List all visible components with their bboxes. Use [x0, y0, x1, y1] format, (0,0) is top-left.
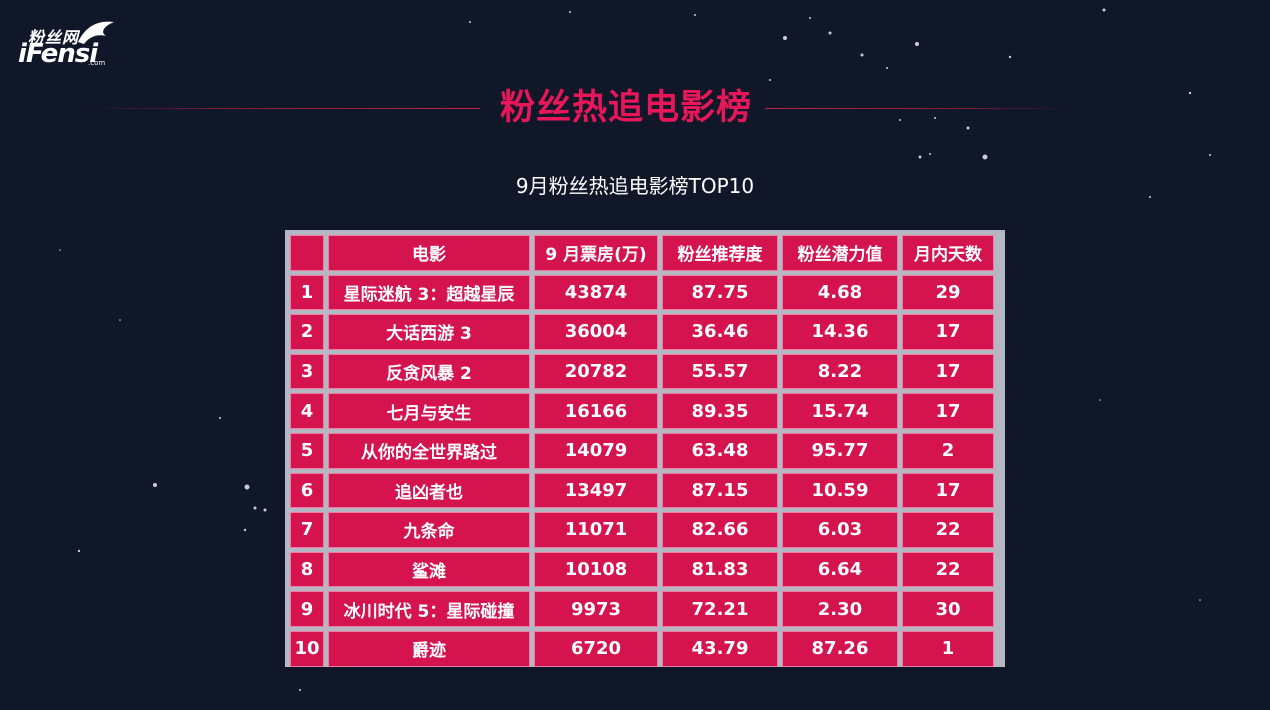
- page-title: 粉丝热追电影榜: [499, 88, 752, 128]
- potential-cell: 6.03: [782, 512, 898, 548]
- table-row: 9 冰川时代 5：星际碰撞 9973 72.21 2.30 30: [288, 589, 1002, 629]
- box-office-cell: 11071: [534, 512, 658, 548]
- rank-cell: 1: [290, 274, 324, 311]
- ifensi-logo[interactable]: 粉丝网 iFensi .com: [16, 14, 114, 70]
- table-header-row: 电影 9 月票房(万) 粉丝推荐度 粉丝潜力值 月内天数: [288, 233, 1002, 273]
- movie-cell: 大话西游 3: [328, 314, 530, 350]
- table-row: 8 鲨滩 10108 81.83 6.64 22: [288, 550, 1002, 590]
- recommendation-cell: 87.75: [662, 274, 778, 311]
- movie-cell: 追凶者也: [328, 472, 530, 509]
- days-cell: 17: [902, 472, 994, 509]
- potential-cell: 2.30: [782, 591, 898, 627]
- rank-cell: 5: [290, 432, 324, 469]
- movie-cell: 反贪风暴 2: [328, 353, 530, 390]
- potential-cell: 15.74: [782, 393, 898, 429]
- recommendation-cell: 82.66: [662, 512, 778, 548]
- header-fan-recommendation: 粉丝推荐度: [662, 235, 778, 271]
- header-movie: 电影: [328, 235, 530, 271]
- rank-cell: 9: [290, 591, 324, 627]
- movie-cell: 七月与安生: [328, 393, 530, 429]
- logo-chinese-text: 粉丝网: [28, 28, 80, 47]
- potential-cell: 4.68: [782, 274, 898, 311]
- recommendation-cell: 43.79: [662, 630, 778, 667]
- page-subtitle: 9月粉丝热追电影榜TOP10: [515, 174, 755, 198]
- headline-divider-right: [765, 108, 1070, 109]
- potential-cell: 6.64: [782, 551, 898, 588]
- logo-domain-suffix: .com: [88, 59, 106, 67]
- rank-cell: 3: [290, 353, 324, 390]
- header-fan-potential: 粉丝潜力值: [782, 235, 898, 271]
- recommendation-cell: 63.48: [662, 432, 778, 469]
- table-row: 5 从你的全世界路过 14079 63.48 95.77 2: [288, 431, 1002, 471]
- days-cell: 1: [902, 630, 994, 667]
- headline-divider-left: [80, 108, 480, 109]
- potential-cell: 95.77: [782, 432, 898, 469]
- movie-cell: 冰川时代 5：星际碰撞: [328, 591, 530, 627]
- movie-cell: 星际迷航 3：超越星辰: [328, 274, 530, 311]
- potential-cell: 87.26: [782, 630, 898, 667]
- days-cell: 29: [902, 274, 994, 311]
- box-office-cell: 36004: [534, 314, 658, 350]
- recommendation-cell: 36.46: [662, 314, 778, 350]
- rank-cell: 4: [290, 393, 324, 429]
- recommendation-cell: 89.35: [662, 393, 778, 429]
- table-row: 2 大话西游 3 36004 36.46 14.36 17: [288, 312, 1002, 352]
- flame-swoosh-icon: [78, 21, 114, 44]
- box-office-cell: 6720: [534, 630, 658, 667]
- potential-cell: 14.36: [782, 314, 898, 350]
- days-cell: 17: [902, 393, 994, 429]
- table-row: 4 七月与安生 16166 89.35 15.74 17: [288, 391, 1002, 431]
- ranking-table: 电影 9 月票房(万) 粉丝推荐度 粉丝潜力值 月内天数 1 星际迷航 3：超越…: [285, 230, 1005, 667]
- rank-cell: 10: [290, 630, 324, 667]
- movie-cell: 九条命: [328, 512, 530, 548]
- potential-cell: 10.59: [782, 472, 898, 509]
- table-row: 1 星际迷航 3：超越星辰 43874 87.75 4.68 29: [288, 273, 1002, 313]
- movie-cell: 从你的全世界路过: [328, 432, 530, 469]
- headline-row: 粉丝热追电影榜: [80, 86, 1070, 130]
- table-row: 10 爵迹 6720 43.79 87.26 1: [288, 629, 1002, 669]
- box-office-cell: 16166: [534, 393, 658, 429]
- recommendation-cell: 72.21: [662, 591, 778, 627]
- box-office-cell: 10108: [534, 551, 658, 588]
- potential-cell: 8.22: [782, 353, 898, 390]
- logo-english-text: iFensi: [18, 39, 98, 69]
- recommendation-cell: 87.15: [662, 472, 778, 509]
- recommendation-cell: 81.83: [662, 551, 778, 588]
- rank-cell: 8: [290, 551, 324, 588]
- box-office-cell: 13497: [534, 472, 658, 509]
- rank-cell: 2: [290, 314, 324, 350]
- days-cell: 2: [902, 432, 994, 469]
- days-cell: 30: [902, 591, 994, 627]
- table-row: 7 九条命 11071 82.66 6.03 22: [288, 510, 1002, 550]
- box-office-cell: 14079: [534, 432, 658, 469]
- box-office-cell: 20782: [534, 353, 658, 390]
- movie-cell: 鲨滩: [328, 551, 530, 588]
- days-cell: 17: [902, 314, 994, 350]
- header-box-office: 9 月票房(万): [534, 235, 658, 271]
- days-cell: 17: [902, 353, 994, 390]
- movie-cell: 爵迹: [328, 630, 530, 667]
- rank-cell: 7: [290, 512, 324, 548]
- rank-cell: 6: [290, 472, 324, 509]
- box-office-cell: 9973: [534, 591, 658, 627]
- table-row: 6 追凶者也 13497 87.15 10.59 17: [288, 471, 1002, 511]
- header-days-in-month: 月内天数: [902, 235, 994, 271]
- header-rank: [290, 235, 324, 271]
- days-cell: 22: [902, 551, 994, 588]
- days-cell: 22: [902, 512, 994, 548]
- box-office-cell: 43874: [534, 274, 658, 311]
- recommendation-cell: 55.57: [662, 353, 778, 390]
- table-row: 3 反贪风暴 2 20782 55.57 8.22 17: [288, 352, 1002, 392]
